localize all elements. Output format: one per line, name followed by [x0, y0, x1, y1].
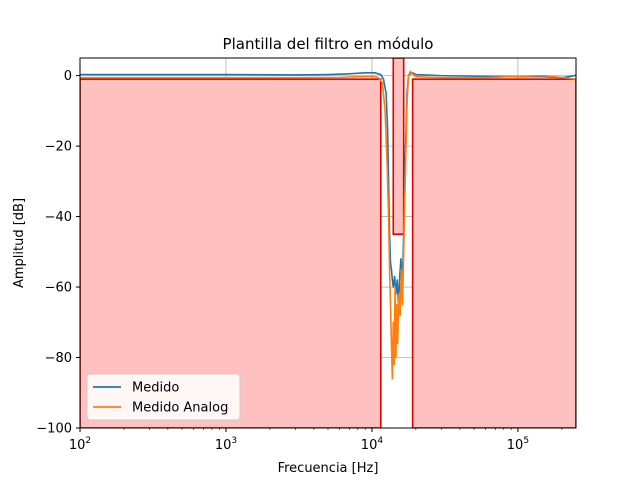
template-region [412, 79, 576, 428]
filter-template [80, 58, 576, 428]
y-axis-label: Amplitud [dB] [12, 198, 27, 288]
y-tick-label: −80 [45, 351, 72, 366]
template-region-edge [392, 58, 405, 235]
chart-title: Plantilla del filtro en módulo [223, 35, 434, 53]
x-tick-label: 103 [215, 436, 237, 453]
y-tick-label: −100 [36, 422, 72, 437]
series-line-2 [80, 70, 576, 380]
y-tick-label: −20 [45, 140, 72, 155]
template-region-edge [411, 78, 576, 428]
template-region [80, 79, 381, 428]
template-region [393, 58, 404, 235]
series-lines [80, 70, 576, 380]
y-tick-label: 0 [64, 69, 72, 84]
legend-box [86, 373, 241, 421]
template-region-edge [80, 78, 382, 428]
x-tick-label: 105 [507, 436, 529, 453]
axis-ticks: 102 103 104 105 0 −20 −40 −60 −80 −100 [36, 69, 563, 453]
legend-label: Medido Analog [132, 401, 228, 416]
y-tick-label: −60 [45, 281, 72, 296]
x-axis-label: Frecuencia [Hz] [278, 461, 379, 476]
legend: Medido Medido Analog [86, 373, 241, 421]
legend-label: Medido [132, 381, 179, 396]
x-tick-label: 102 [69, 436, 91, 453]
y-tick-label: −40 [45, 210, 72, 225]
x-tick-label: 104 [361, 436, 384, 453]
